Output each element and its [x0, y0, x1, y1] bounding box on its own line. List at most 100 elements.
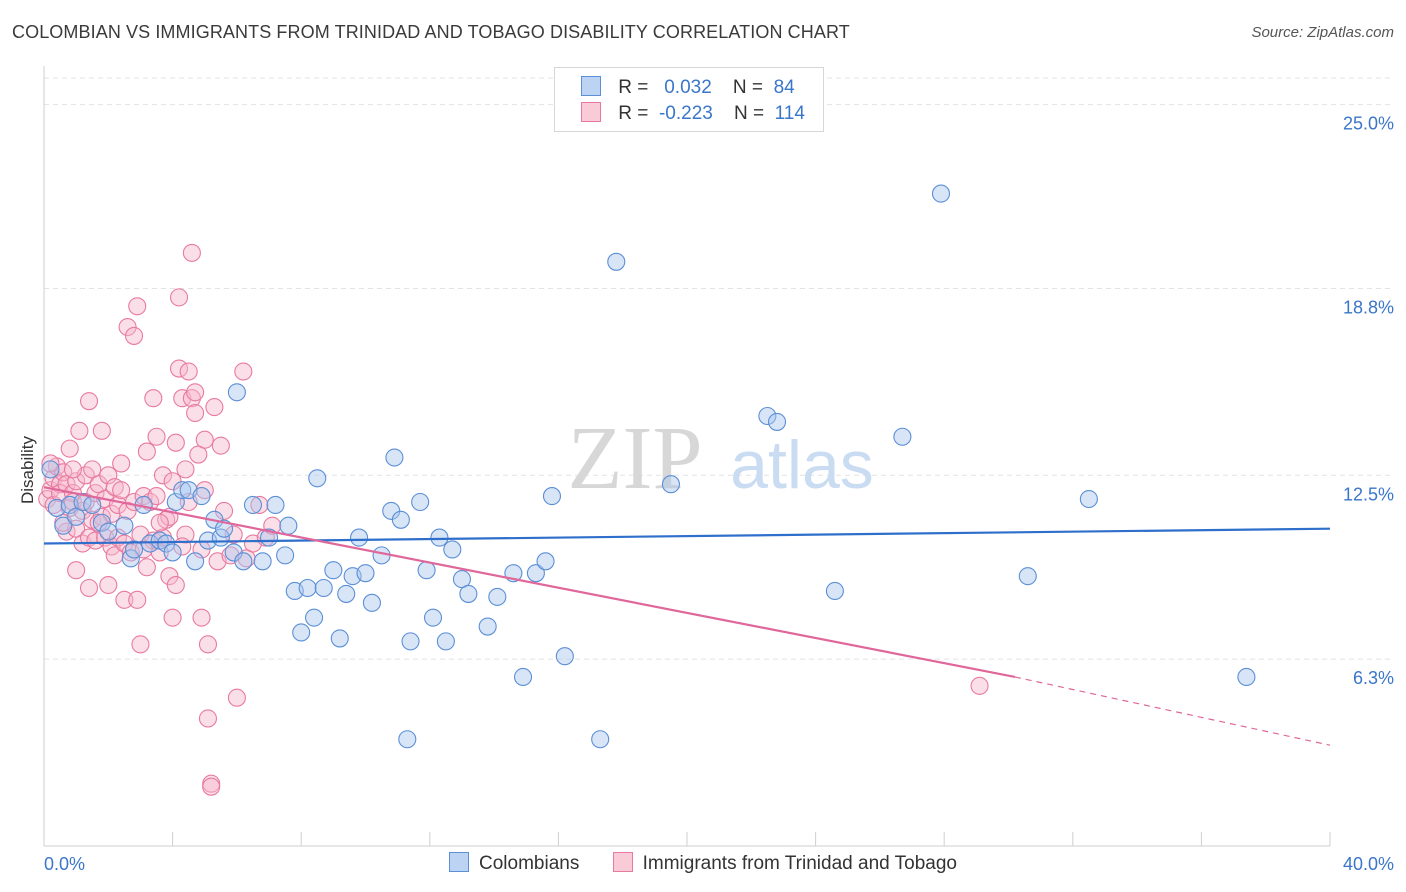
trinidad-point [124, 326, 144, 345]
colombian-point [157, 534, 176, 553]
source-label: Source: ZipAtlas.com [1251, 24, 1394, 41]
colombian-point [243, 495, 263, 515]
bottom-legend: Colombians Immigrants from Trinidad and … [0, 852, 1406, 875]
trinidad-point [115, 590, 134, 609]
colombian-point [478, 617, 497, 636]
colombian-point [173, 481, 192, 500]
colombian-point [430, 528, 449, 547]
bottom-legend-colombians: Colombians [449, 852, 579, 875]
trinidad-point [144, 389, 163, 408]
trinidad-point [182, 243, 201, 262]
trinidad-point [192, 608, 211, 627]
colombian-point [292, 623, 311, 642]
trinidad-point [169, 288, 189, 307]
trinidad-point [211, 436, 230, 455]
colombian-point [513, 667, 533, 687]
colombian-point [542, 487, 562, 506]
colombian-point [298, 578, 317, 598]
legend-swatch-pink [581, 102, 601, 122]
legend-n-value: 84 [773, 77, 795, 98]
colombian-point [234, 552, 253, 571]
colombian-point [536, 552, 555, 571]
y-axis-title: Disability [18, 435, 37, 504]
colombian-point [305, 608, 324, 627]
colombian-point [893, 427, 912, 446]
y-tick-label: 18.8% [1343, 297, 1394, 317]
trinidad-point [195, 481, 214, 500]
trinidad-point [186, 383, 205, 402]
colombians-trend-line [43, 527, 1331, 545]
trinidad-point [99, 466, 118, 485]
x-tick-label-max: 40.0% [1343, 854, 1394, 874]
colombian-point [488, 587, 507, 606]
trinidad-point [131, 635, 150, 654]
trinidad-point [163, 608, 182, 627]
colombian-point [115, 516, 134, 535]
trinidad-point [234, 362, 253, 381]
trinidad-point [198, 635, 218, 654]
colombian-point [436, 632, 455, 651]
y-tick-label: 6.3% [1353, 668, 1394, 688]
colombian-point [279, 516, 298, 535]
colombian-point [350, 528, 369, 547]
colombian-point [1018, 567, 1037, 586]
colombian-point [591, 730, 610, 749]
trinidad-point [195, 430, 214, 449]
trinidad-point [147, 487, 166, 506]
trinidad-point [179, 362, 198, 381]
trinidad-point [150, 513, 169, 532]
legend-row-trinidad: R = -0.223 N = 114 [581, 102, 805, 126]
y-tick-labels: 6.3% 12.5% 18.8% 25.0% [1343, 114, 1394, 689]
colombian-point [214, 519, 234, 538]
colombian-point [330, 629, 349, 648]
colombian-point [337, 584, 356, 603]
trinidad-point [63, 460, 82, 479]
trinidad-point [160, 567, 179, 586]
trinidad-point [970, 676, 989, 695]
blue-series-points [41, 184, 1256, 749]
colombian-point [423, 608, 443, 627]
trinidad-point [176, 525, 195, 544]
trinidad-point [176, 460, 195, 479]
colombian-point [555, 647, 574, 666]
bottom-legend-swatch-blue [449, 852, 469, 872]
colombian-point [83, 495, 102, 515]
trinidad-point [250, 495, 269, 515]
trinidad-point [182, 389, 201, 408]
colombian-point [92, 513, 111, 532]
colombian-point [266, 495, 285, 515]
colombian-point [1079, 489, 1098, 509]
trinidad-point [70, 421, 89, 440]
trinidad-point [153, 466, 173, 485]
trinidad-point [92, 421, 111, 440]
colombian-point [607, 252, 626, 271]
colombian-point [767, 412, 787, 431]
colombian-point [661, 475, 680, 494]
colombian-point [391, 510, 410, 529]
legend-swatch-blue [581, 76, 601, 96]
colombian-point [253, 552, 272, 571]
trinidad-point [147, 427, 166, 446]
colombian-point [411, 492, 430, 512]
colombian-point [385, 448, 404, 467]
x-tick-label-min: 0.0% [44, 854, 85, 874]
colombian-point [186, 552, 205, 571]
trinidad-point [128, 297, 147, 316]
trinidad-trend-extension [1014, 676, 1331, 746]
bottom-legend-trinidad: Immigrants from Trinidad and Tobago [612, 852, 957, 875]
trend-lines [43, 486, 1331, 746]
legend-n-label: N = [732, 77, 764, 98]
trinidad-point [60, 439, 79, 458]
colombian-point [356, 564, 375, 583]
watermark-atlas: atlas [730, 427, 874, 503]
colombian-point [124, 540, 144, 559]
colombian-point [192, 487, 211, 506]
colombian-point [99, 522, 118, 541]
colombian-point [758, 406, 777, 426]
trinidad-point [67, 472, 86, 491]
trinidad-point [118, 317, 137, 337]
chart-title: COLOMBIAN VS IMMIGRANTS FROM TRINIDAD AN… [12, 22, 850, 42]
y-tick-label: 12.5% [1343, 484, 1394, 504]
axes [43, 66, 1331, 847]
